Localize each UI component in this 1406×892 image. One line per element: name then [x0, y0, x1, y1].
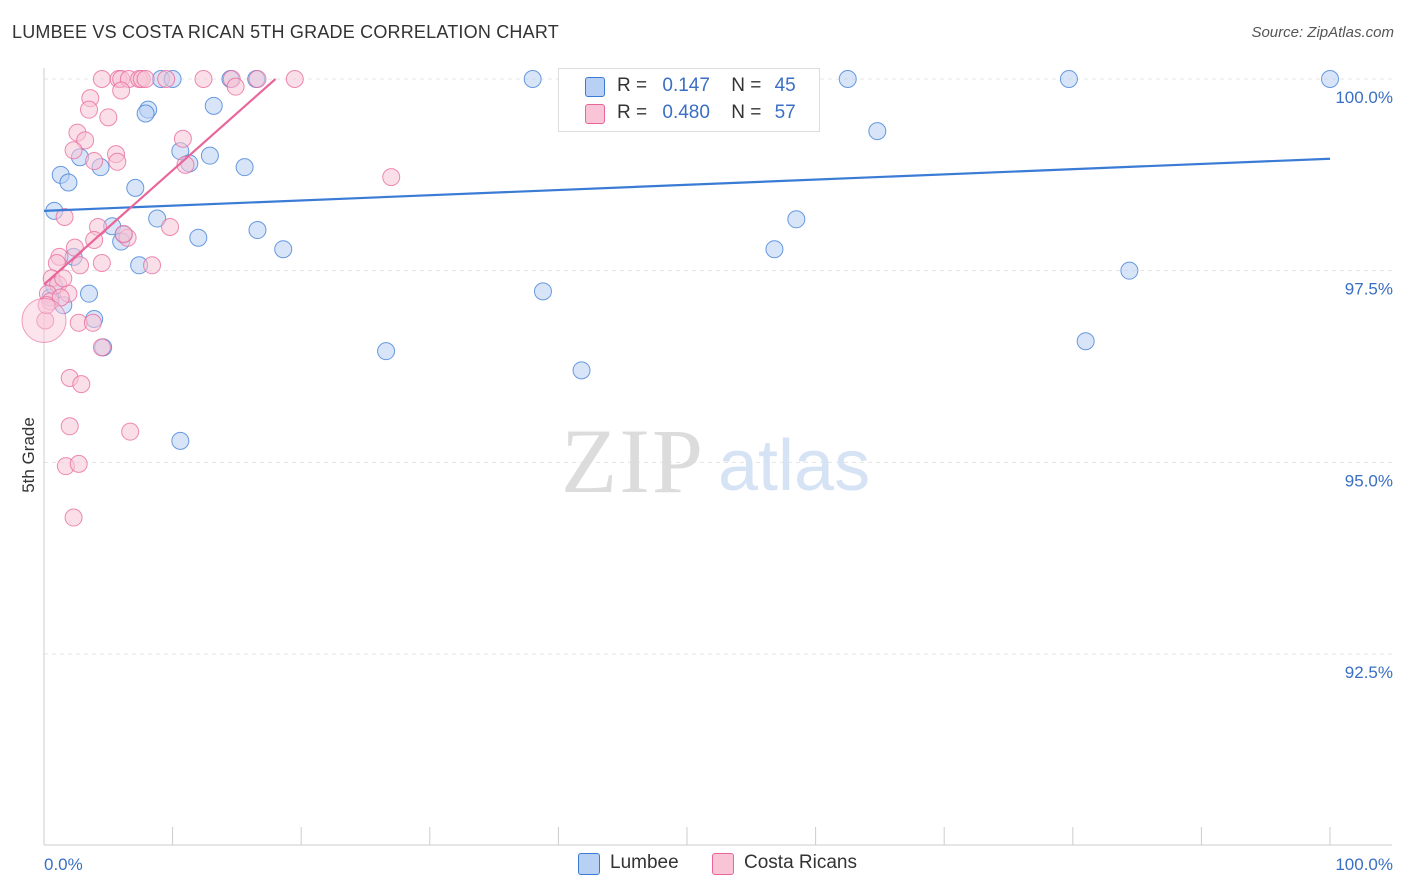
- costa-point: [382, 168, 401, 187]
- bottom-legend-lumbee-label: Lumbee: [610, 852, 679, 873]
- lumbee-point: [274, 240, 293, 259]
- y-tick-label: 100.0%: [1335, 88, 1393, 107]
- costa-point-cluster: [21, 298, 67, 343]
- costa-point: [72, 375, 91, 394]
- x-tick-label: 0.0%: [44, 855, 83, 874]
- costa-point: [143, 256, 162, 275]
- costa-point: [99, 108, 118, 127]
- lumbee-point: [765, 240, 784, 259]
- costa-swatch-icon: [585, 104, 605, 124]
- lumbee-point: [204, 96, 223, 115]
- costa-point: [60, 417, 79, 436]
- costa-point: [161, 217, 180, 236]
- lumbee-point: [868, 122, 887, 141]
- y-tick-label: 97.5%: [1345, 280, 1393, 299]
- costa-point: [108, 152, 127, 171]
- costa-point: [157, 70, 176, 88]
- lumbee-point: [80, 284, 99, 303]
- x-tick-label: 100.0%: [1335, 855, 1393, 874]
- lumbee-point: [787, 210, 806, 229]
- costa-point: [54, 269, 73, 288]
- stats-legend: R = 0.147 N = 45 R = 0.480 N = 57: [558, 68, 820, 132]
- lumbee-point: [572, 361, 591, 380]
- costa-point: [114, 224, 133, 243]
- lumbee-point: [171, 431, 190, 450]
- costa-point: [71, 256, 90, 275]
- lumbee-point: [136, 104, 155, 123]
- y-tick-label: 95.0%: [1345, 471, 1393, 490]
- costa-point: [92, 70, 111, 88]
- lumbee-swatch-icon: [578, 853, 600, 875]
- legend-r-label: R =: [617, 102, 648, 123]
- lumbee-point: [523, 70, 542, 88]
- costa-point: [83, 313, 102, 332]
- costa-point: [69, 454, 88, 473]
- lumbee-point: [126, 178, 145, 197]
- lumbee-point: [248, 221, 267, 240]
- lumbee-trend-line: [43, 157, 1331, 212]
- y-tick-label: 92.5%: [1345, 663, 1393, 682]
- costa-point: [76, 131, 95, 150]
- costa-point: [92, 338, 111, 357]
- legend-n-value: 45: [774, 75, 796, 96]
- costa-point: [92, 254, 111, 272]
- costa-point: [80, 100, 99, 119]
- costa-trend-line: [43, 78, 277, 286]
- lumbee-point: [838, 70, 857, 88]
- costa-point: [64, 141, 83, 160]
- lumbee-point: [533, 282, 552, 301]
- costa-point: [176, 155, 195, 174]
- lumbee-point: [1076, 332, 1095, 351]
- lumbee-point: [189, 228, 208, 247]
- legend-n-value: 57: [774, 102, 796, 123]
- legend-n-label: N =: [731, 75, 762, 96]
- costa-point: [55, 208, 74, 226]
- lumbee-point: [235, 158, 254, 177]
- costa-point: [64, 508, 83, 527]
- lumbee-point: [148, 209, 167, 228]
- source-credit: Source: ZipAtlas.com: [1251, 24, 1394, 41]
- lumbee-point: [1120, 261, 1139, 280]
- lumbee-point: [1321, 70, 1339, 88]
- chart-title: LUMBEE VS COSTA RICAN 5TH GRADE CORRELAT…: [12, 22, 559, 42]
- costa-point: [112, 81, 131, 100]
- costa-point: [121, 422, 140, 441]
- bottom-legend-costa-label: Costa Ricans: [744, 852, 857, 873]
- costa-swatch-icon: [712, 853, 734, 875]
- legend-n-label: N =: [731, 102, 762, 123]
- lumbee-point: [1059, 70, 1078, 88]
- costa-point: [37, 296, 56, 315]
- legend-r-value: 0.147: [662, 75, 710, 96]
- lumbee-swatch-icon: [585, 77, 605, 97]
- legend-r-label: R =: [617, 75, 648, 96]
- lumbee-point: [200, 146, 219, 165]
- costa-point: [65, 238, 84, 257]
- watermark-zip: ZIP: [561, 410, 705, 512]
- y-axis-title: 5th Grade: [19, 417, 38, 493]
- legend-r-value: 0.480: [662, 102, 710, 123]
- costa-point: [85, 152, 104, 171]
- lumbee-point: [59, 173, 78, 192]
- costa-point: [285, 70, 304, 88]
- costa-point: [226, 77, 245, 96]
- lumbee-point: [377, 342, 396, 361]
- costa-point: [136, 70, 155, 88]
- costa-point: [173, 129, 192, 148]
- costa-point: [248, 70, 267, 88]
- costa-point: [194, 70, 213, 88]
- watermark-atlas: atlas: [718, 426, 870, 506]
